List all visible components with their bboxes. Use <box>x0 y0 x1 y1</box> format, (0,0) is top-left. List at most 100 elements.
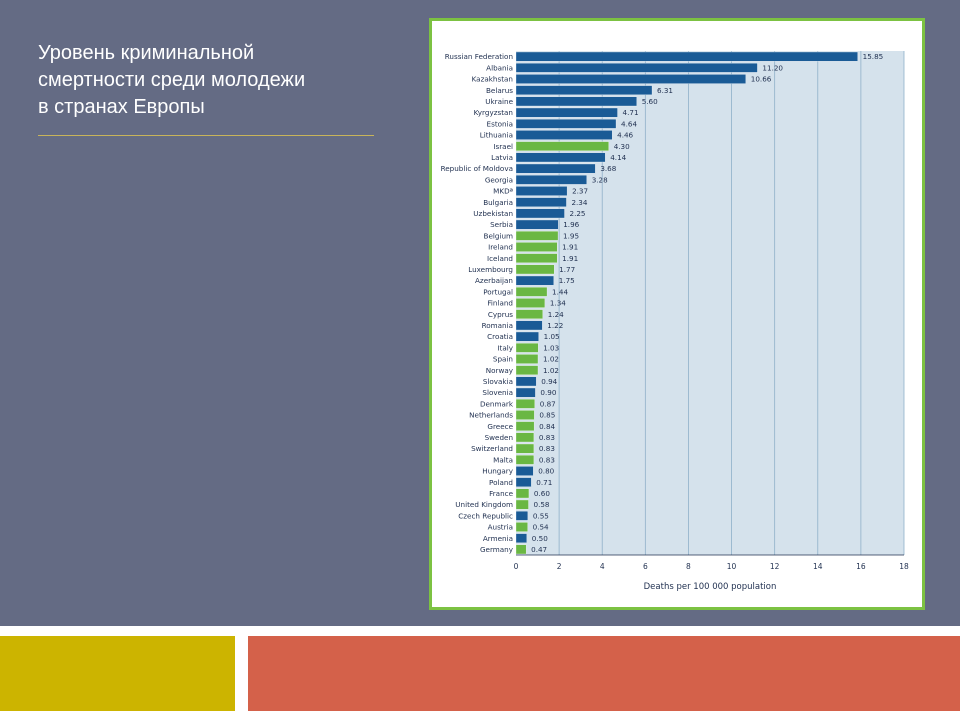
bar <box>515 264 555 275</box>
bar <box>515 443 535 454</box>
value-label: 1.22 <box>547 321 563 330</box>
value-label: 1.05 <box>544 332 560 341</box>
bar <box>515 163 596 174</box>
bar <box>515 343 539 353</box>
value-label: 0.54 <box>533 523 549 532</box>
value-label: 0.85 <box>539 411 555 420</box>
value-label: 4.46 <box>617 131 633 140</box>
value-label: 0.84 <box>539 422 555 431</box>
bar <box>515 107 618 118</box>
bar <box>515 298 546 308</box>
category-label: Luxembourg <box>468 265 513 274</box>
value-label: 2.34 <box>571 198 587 207</box>
category-label: Belgium <box>484 231 513 240</box>
value-label: 0.47 <box>531 545 547 554</box>
x-tick-label: 6 <box>643 562 648 571</box>
bar <box>515 511 529 521</box>
value-label: 0.94 <box>541 377 557 386</box>
bar <box>515 466 534 476</box>
value-label: 1.91 <box>562 243 578 252</box>
category-label: MKDª <box>493 187 513 196</box>
bar <box>515 387 536 398</box>
value-label: 1.75 <box>559 276 575 285</box>
bar <box>515 141 609 151</box>
value-label: 2.25 <box>570 209 586 218</box>
slide-title: Уровень криминальной смертности среди мо… <box>38 40 378 121</box>
value-label: 1.24 <box>548 310 564 319</box>
value-label: 1.34 <box>550 299 566 308</box>
category-label: Finland <box>487 299 513 308</box>
value-label: 10.66 <box>751 75 772 84</box>
title-line-2: смертности среди молодежи <box>38 69 306 91</box>
bar <box>515 242 558 252</box>
x-tick-label: 8 <box>686 562 691 571</box>
category-label: Germany <box>480 545 514 554</box>
value-label: 1.44 <box>552 287 568 296</box>
category-label: Israel <box>493 142 513 151</box>
category-label: Greece <box>487 422 513 431</box>
bar <box>515 477 532 487</box>
category-label: Netherlands <box>469 411 513 420</box>
category-label: Russian Federation <box>445 52 513 61</box>
value-label: 0.60 <box>534 489 550 498</box>
value-label: 3.68 <box>600 164 616 173</box>
value-label: 1.03 <box>543 343 559 352</box>
bar <box>515 533 527 543</box>
title-underline <box>38 135 374 136</box>
bar <box>515 522 528 532</box>
category-label: Azerbaijan <box>475 276 513 285</box>
value-label: 1.91 <box>562 254 578 263</box>
value-label: 0.50 <box>532 534 548 543</box>
value-label: 4.30 <box>614 142 630 151</box>
category-label: Italy <box>497 343 513 352</box>
category-label: Georgia <box>485 175 513 184</box>
category-label: Switzerland <box>471 444 513 453</box>
x-tick-label: 2 <box>557 562 562 571</box>
value-label: 0.58 <box>534 500 550 509</box>
footer-band-yellow <box>0 636 235 711</box>
bar <box>515 365 539 375</box>
category-label: Ukraine <box>485 97 513 106</box>
category-label: Denmark <box>480 399 514 408</box>
value-label: 0.55 <box>533 511 549 520</box>
category-label: Estonia <box>487 119 513 128</box>
category-label: Poland <box>489 478 513 487</box>
bar <box>515 175 587 185</box>
category-label: Spain <box>493 355 513 364</box>
value-label: 0.83 <box>539 433 555 442</box>
category-label: Cyprus <box>488 310 513 319</box>
footer-band-red <box>248 636 960 711</box>
bar <box>515 410 535 420</box>
value-label: 3.28 <box>592 175 608 184</box>
bar <box>515 130 613 140</box>
bar <box>515 331 539 342</box>
category-label: Romania <box>482 321 513 330</box>
value-label: 15.85 <box>863 52 884 61</box>
bar <box>515 51 858 62</box>
category-label: Czech Republic <box>458 511 513 520</box>
category-label: Albania <box>486 63 513 72</box>
value-label: 4.14 <box>610 153 626 162</box>
value-label: 0.71 <box>536 478 552 487</box>
category-label: Lithuania <box>480 131 513 140</box>
bar <box>515 74 746 84</box>
category-label: Sweden <box>485 433 513 442</box>
bar <box>515 208 565 219</box>
category-label: Slovakia <box>483 377 513 386</box>
title-line-3: в странах Европы <box>38 96 205 118</box>
category-label: Kazakhstan <box>472 75 513 84</box>
value-label: 4.71 <box>623 108 639 117</box>
x-tick-label: 4 <box>600 562 605 571</box>
bar <box>515 320 543 331</box>
bar-chart: Russian Federation 15.85 Albania 11.20 Kazak… <box>441 51 909 592</box>
x-tick-label: 12 <box>770 562 780 571</box>
category-label: United Kingdom <box>455 500 513 509</box>
value-label: 0.80 <box>538 467 554 476</box>
title-line-1: Уровень криминальной <box>38 42 255 64</box>
category-label: Kyrgyzstan <box>474 108 513 117</box>
bar <box>515 275 554 286</box>
bar <box>515 399 535 409</box>
bar <box>515 455 535 465</box>
x-tick-label: 0 <box>514 562 519 571</box>
category-label: Slovenia <box>482 388 513 397</box>
